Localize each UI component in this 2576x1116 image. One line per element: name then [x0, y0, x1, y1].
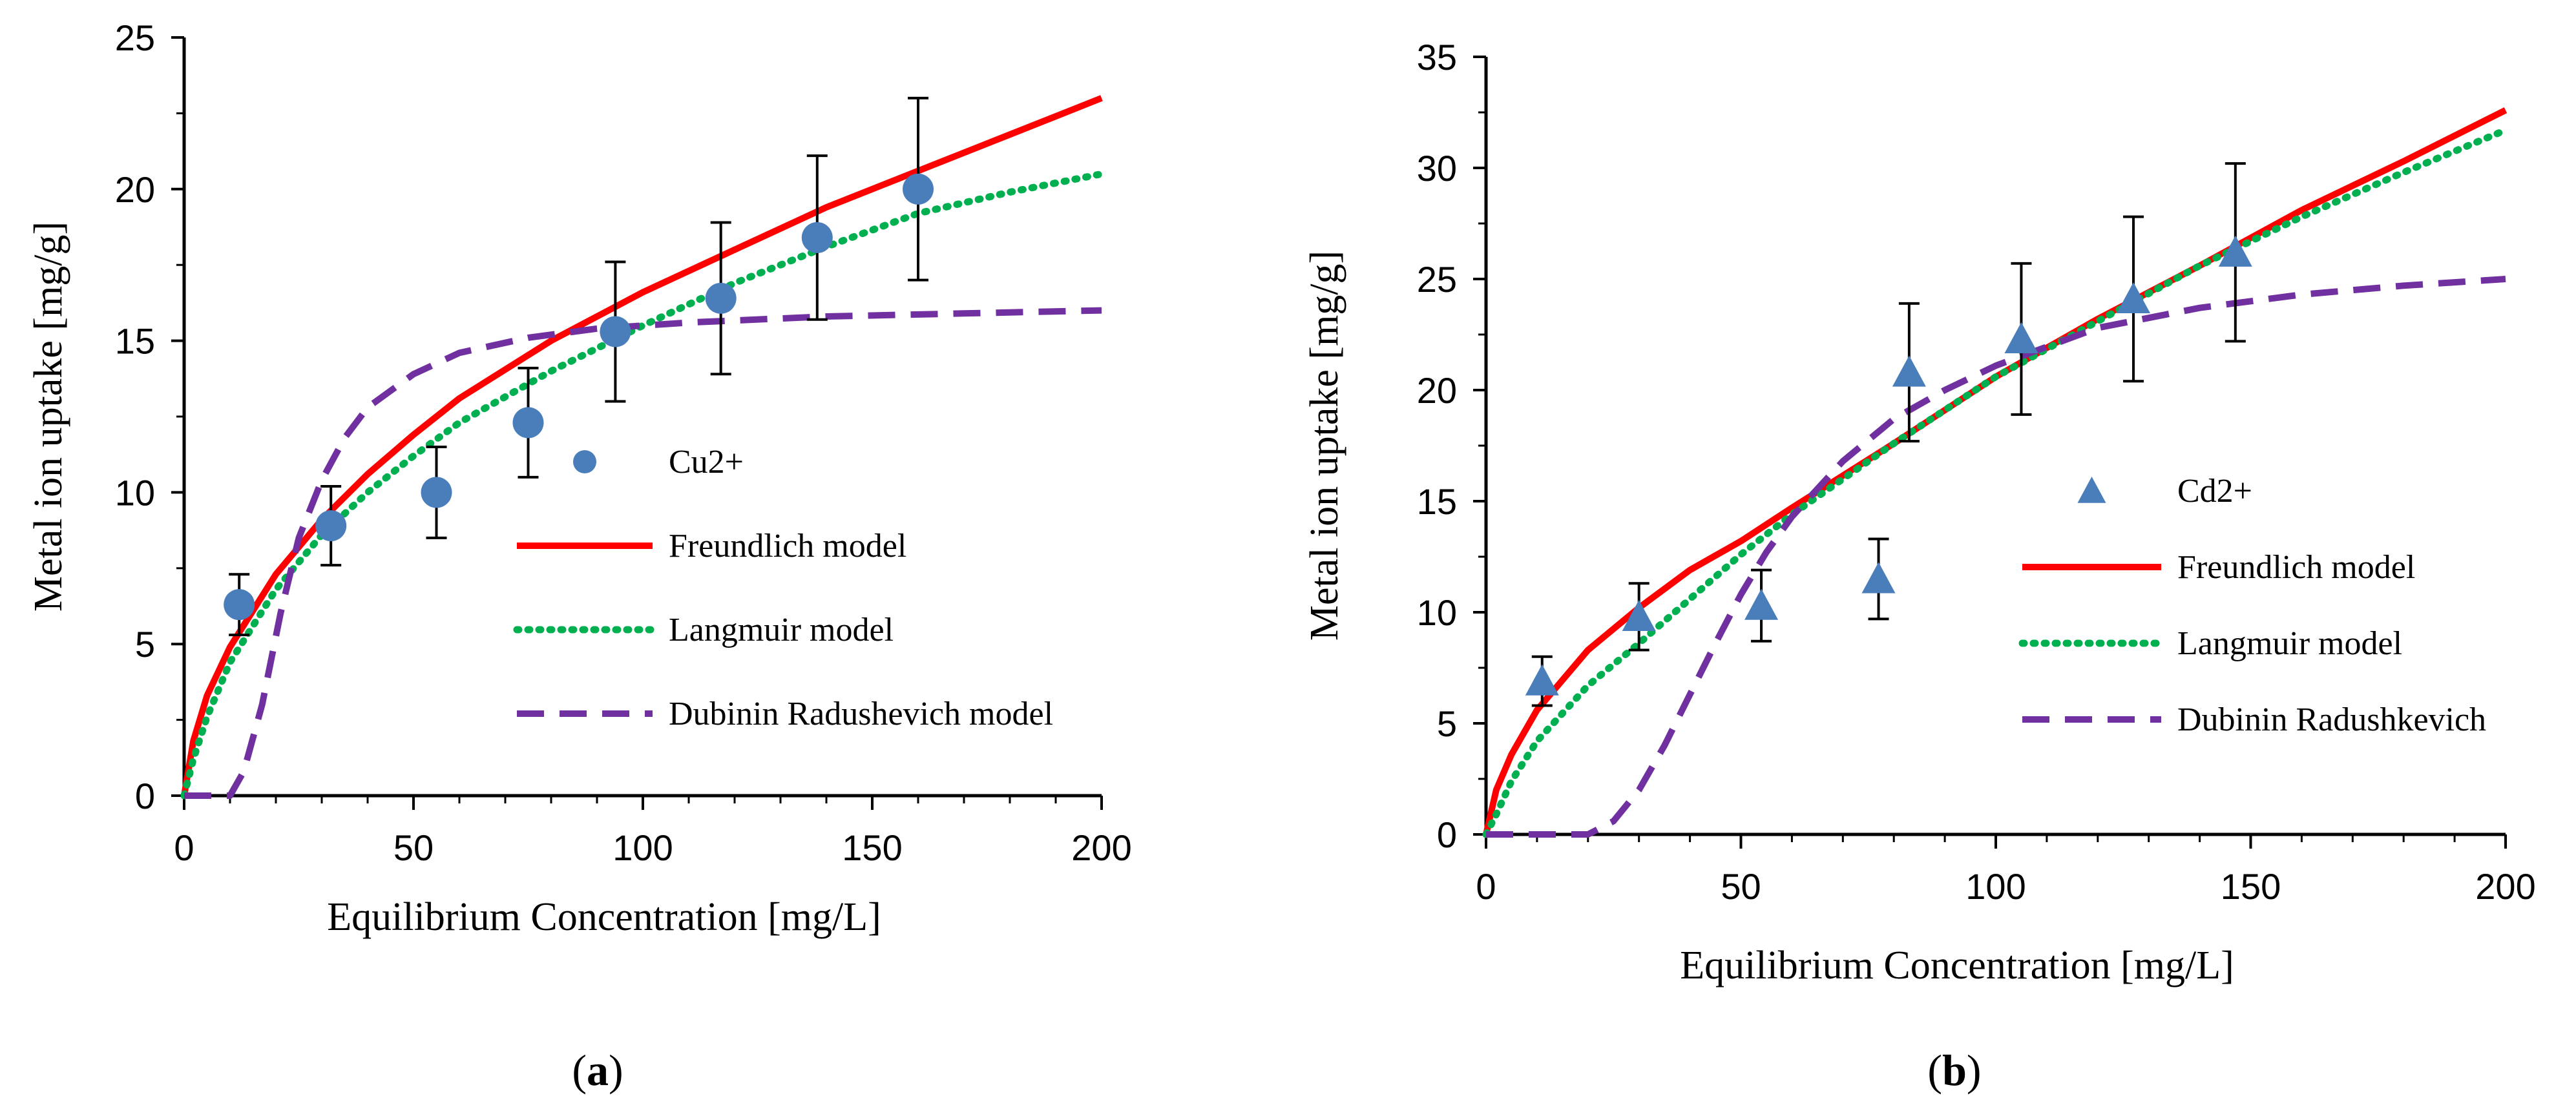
y-tick-label: 30 — [1417, 148, 1457, 189]
data-point — [801, 222, 833, 253]
y-tick-label: 10 — [115, 472, 155, 513]
legend-label: Langmuir model — [2177, 625, 2402, 662]
x-tick-label: 200 — [1071, 827, 1131, 868]
series-line-langmuir-model — [180, 170, 1105, 800]
legend-marker-cd2- — [2077, 477, 2106, 503]
data-point — [512, 407, 544, 439]
y-tick-label: 25 — [115, 17, 155, 58]
panel-label: (b) — [1927, 1046, 1981, 1095]
data-point — [600, 316, 631, 347]
series-line-freundlich-model — [181, 95, 1103, 796]
x-axis-title: Equilibrium Concentration [mg/L] — [327, 895, 881, 939]
x-axis-title: Equilibrium Concentration [mg/L] — [1680, 944, 2234, 987]
y-tick-label: 5 — [1437, 703, 1457, 744]
x-tick-label: 50 — [1721, 866, 1761, 907]
series-line-freundlich-model — [1483, 107, 2508, 836]
data-point — [1622, 599, 1656, 631]
x-tick-label: 150 — [2221, 866, 2281, 907]
y-axis-title: Metal ion uptake [mg/g] — [1303, 251, 1346, 641]
panel-b-chart: 0 5 10 15 20 25 30 35 0 50 100 150 200 Metal ion upta… — [1303, 37, 2536, 1095]
y-tick-label: 25 — [1417, 259, 1457, 300]
legend-label: Cd2+ — [2177, 473, 2252, 510]
data-point — [2117, 282, 2151, 314]
y-tick-label: 15 — [1417, 481, 1457, 522]
y-tick-label: 5 — [135, 624, 155, 665]
x-tick-label: 0 — [1476, 866, 1496, 907]
y-tick-label: 0 — [1437, 814, 1457, 855]
series-line-dubinin-radushkevich — [1486, 276, 2506, 838]
data-point — [1861, 562, 1896, 594]
data-point — [705, 282, 737, 314]
y-tick-label: 20 — [115, 169, 155, 210]
panel-a-chart: 0 5 10 15 20 25 0 50 100 150 200 Metal ion uptake [… — [26, 17, 1132, 1095]
legend-label: Freundlich model — [2177, 549, 2415, 586]
x-tick-label: 200 — [2475, 866, 2535, 907]
series-line-langmuir-model — [1482, 127, 2509, 838]
data-point — [2004, 322, 2038, 353]
y-tick-label: 20 — [1417, 370, 1457, 411]
legend-label: Freundlich model — [669, 528, 906, 564]
data-point — [903, 173, 934, 205]
data-point — [421, 477, 452, 508]
legend-label: Dubinin Radushkevich — [2177, 701, 2486, 738]
legend-marker-cu2- — [573, 450, 596, 473]
data-point — [315, 510, 347, 542]
y-tick-label: 10 — [1417, 592, 1457, 633]
x-tick-label: 50 — [393, 827, 434, 868]
y-tick-label: 0 — [135, 776, 155, 816]
data-point — [1892, 355, 1926, 387]
legend-label: Langmuir model — [669, 612, 894, 648]
data-point — [1525, 664, 1559, 696]
legend-label: Dubinin Radushevich model — [669, 696, 1053, 732]
x-tick-label: 150 — [842, 827, 902, 868]
data-point — [2218, 235, 2252, 267]
data-point — [224, 589, 255, 621]
y-tick-label: 35 — [1417, 37, 1457, 78]
y-tick-label: 15 — [115, 321, 155, 362]
x-tick-label: 100 — [1965, 866, 2026, 907]
data-point — [1744, 588, 1779, 620]
x-tick-label: 0 — [174, 827, 194, 868]
legend-label: Cu2+ — [669, 444, 744, 480]
panel-label: (a) — [572, 1046, 623, 1095]
x-tick-label: 100 — [613, 827, 673, 868]
y-axis-title: Metal ion uptake [mg/g] — [26, 222, 70, 612]
